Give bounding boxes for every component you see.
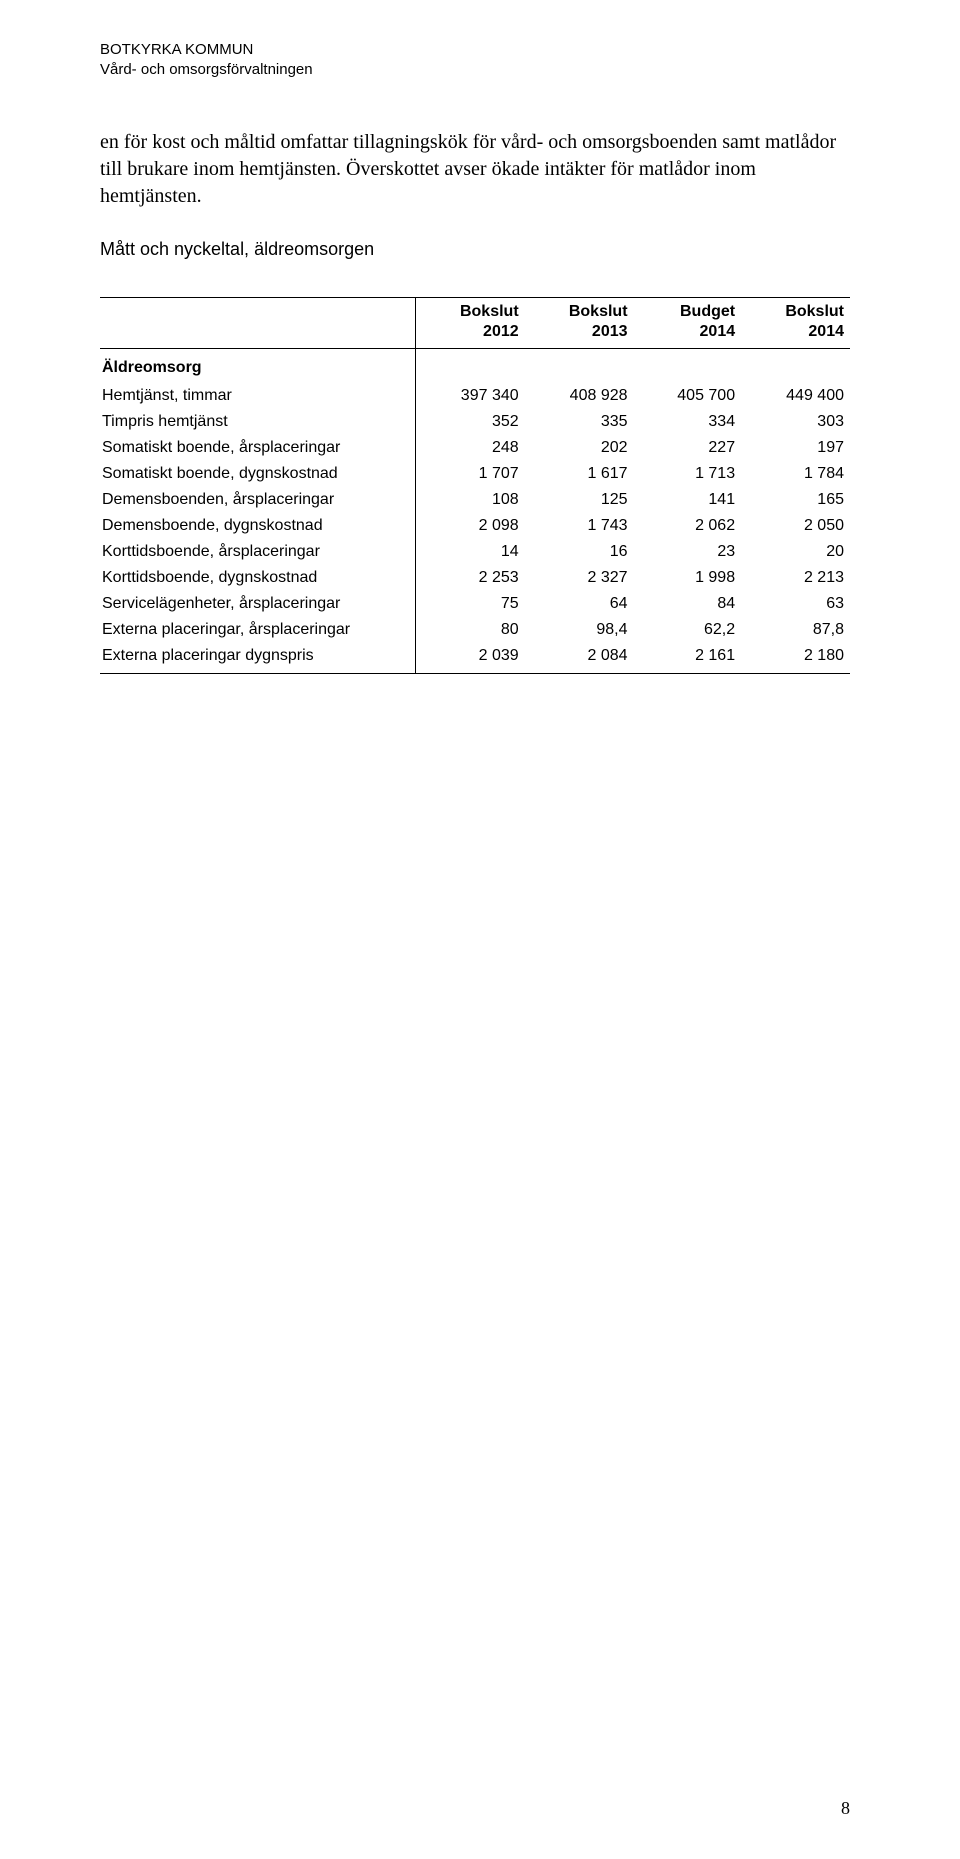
table-category-row: Äldreomsorg	[100, 348, 850, 383]
document-header: BOTKYRKA KOMMUN Vård- och omsorgsförvalt…	[100, 40, 850, 81]
row-value: 125	[525, 487, 634, 513]
row-value: 75	[415, 591, 525, 617]
section-title: Mått och nyckeltal, äldreomsorgen	[100, 238, 850, 261]
row-value: 14	[415, 539, 525, 565]
row-value: 202	[525, 435, 634, 461]
row-label: Demensboende, dygnskostnad	[100, 513, 415, 539]
row-value: 62,2	[634, 617, 742, 643]
row-value: 2 084	[525, 643, 634, 674]
row-value: 2 180	[741, 643, 850, 674]
row-value: 23	[634, 539, 742, 565]
row-label: Korttidsboende, dygnskostnad	[100, 565, 415, 591]
row-label: Timpris hemtjänst	[100, 409, 415, 435]
row-label: Somatiskt boende, årsplaceringar	[100, 435, 415, 461]
row-value: 1 998	[634, 565, 742, 591]
row-value: 408 928	[525, 383, 634, 409]
row-value: 352	[415, 409, 525, 435]
row-label: Demensboenden, årsplaceringar	[100, 487, 415, 513]
col-l2: 2014	[700, 323, 736, 340]
col-l1: Bokslut	[569, 303, 628, 320]
row-value: 63	[741, 591, 850, 617]
table-row: Timpris hemtjänst 352 335 334 303	[100, 409, 850, 435]
table-header-row: Bokslut 2012 Bokslut 2013 Budget 2014 Bo…	[100, 297, 850, 348]
table-row: Korttidsboende, årsplaceringar 14 16 23 …	[100, 539, 850, 565]
body-paragraph: en för kost och måltid omfattar tillagni…	[100, 129, 850, 210]
row-value: 141	[634, 487, 742, 513]
row-value: 64	[525, 591, 634, 617]
row-value: 84	[634, 591, 742, 617]
col-l2: 2013	[592, 323, 628, 340]
row-value: 449 400	[741, 383, 850, 409]
row-value: 2 253	[415, 565, 525, 591]
row-label: Servicelägenheter, årsplaceringar	[100, 591, 415, 617]
table-row: Hemtjänst, timmar 397 340 408 928 405 70…	[100, 383, 850, 409]
table-header-col: Bokslut 2013	[525, 297, 634, 348]
row-value: 87,8	[741, 617, 850, 643]
col-l2: 2014	[808, 323, 844, 340]
col-l2: 2012	[483, 323, 519, 340]
row-label: Externa placeringar, årsplaceringar	[100, 617, 415, 643]
table-row: Demensboenden, årsplaceringar 108 125 14…	[100, 487, 850, 513]
row-label: Somatiskt boende, dygnskostnad	[100, 461, 415, 487]
table-row: Servicelägenheter, årsplaceringar 75 64 …	[100, 591, 850, 617]
row-value: 2 098	[415, 513, 525, 539]
row-value: 197	[741, 435, 850, 461]
row-value: 248	[415, 435, 525, 461]
row-value: 1 713	[634, 461, 742, 487]
row-value: 2 050	[741, 513, 850, 539]
row-value: 335	[525, 409, 634, 435]
row-value: 1 743	[525, 513, 634, 539]
row-label: Externa placeringar dygnspris	[100, 643, 415, 674]
row-label: Hemtjänst, timmar	[100, 383, 415, 409]
table-row: Externa placeringar dygnspris 2 039 2 08…	[100, 643, 850, 674]
table-row: Korttidsboende, dygnskostnad 2 253 2 327…	[100, 565, 850, 591]
table-row: Demensboende, dygnskostnad 2 098 1 743 2…	[100, 513, 850, 539]
row-value: 16	[525, 539, 634, 565]
dept-name: Vård- och omsorgsförvaltningen	[100, 60, 850, 80]
metrics-table: Bokslut 2012 Bokslut 2013 Budget 2014 Bo…	[100, 297, 850, 674]
row-value: 165	[741, 487, 850, 513]
col-l1: Bokslut	[785, 303, 844, 320]
table-header-col: Bokslut 2012	[415, 297, 525, 348]
table-header-col: Bokslut 2014	[741, 297, 850, 348]
page-number: 8	[841, 1798, 850, 1819]
table-row: Somatiskt boende, årsplaceringar 248 202…	[100, 435, 850, 461]
row-value: 1 784	[741, 461, 850, 487]
row-value: 108	[415, 487, 525, 513]
row-value: 227	[634, 435, 742, 461]
row-value: 303	[741, 409, 850, 435]
table-header-col: Budget 2014	[634, 297, 742, 348]
row-value: 405 700	[634, 383, 742, 409]
row-label: Korttidsboende, årsplaceringar	[100, 539, 415, 565]
row-value: 98,4	[525, 617, 634, 643]
row-value: 2 062	[634, 513, 742, 539]
row-value: 2 213	[741, 565, 850, 591]
row-value: 2 327	[525, 565, 634, 591]
row-value: 20	[741, 539, 850, 565]
row-value: 1 617	[525, 461, 634, 487]
row-value: 2 039	[415, 643, 525, 674]
table-row: Somatiskt boende, dygnskostnad 1 707 1 6…	[100, 461, 850, 487]
table-header-blank	[100, 297, 415, 348]
table-row: Externa placeringar, årsplaceringar 80 9…	[100, 617, 850, 643]
category-label: Äldreomsorg	[100, 348, 415, 383]
row-value: 1 707	[415, 461, 525, 487]
row-value: 334	[634, 409, 742, 435]
row-value: 2 161	[634, 643, 742, 674]
row-value: 80	[415, 617, 525, 643]
org-name: BOTKYRKA KOMMUN	[100, 40, 850, 60]
col-l1: Budget	[680, 303, 735, 320]
row-value: 397 340	[415, 383, 525, 409]
col-l1: Bokslut	[460, 303, 519, 320]
